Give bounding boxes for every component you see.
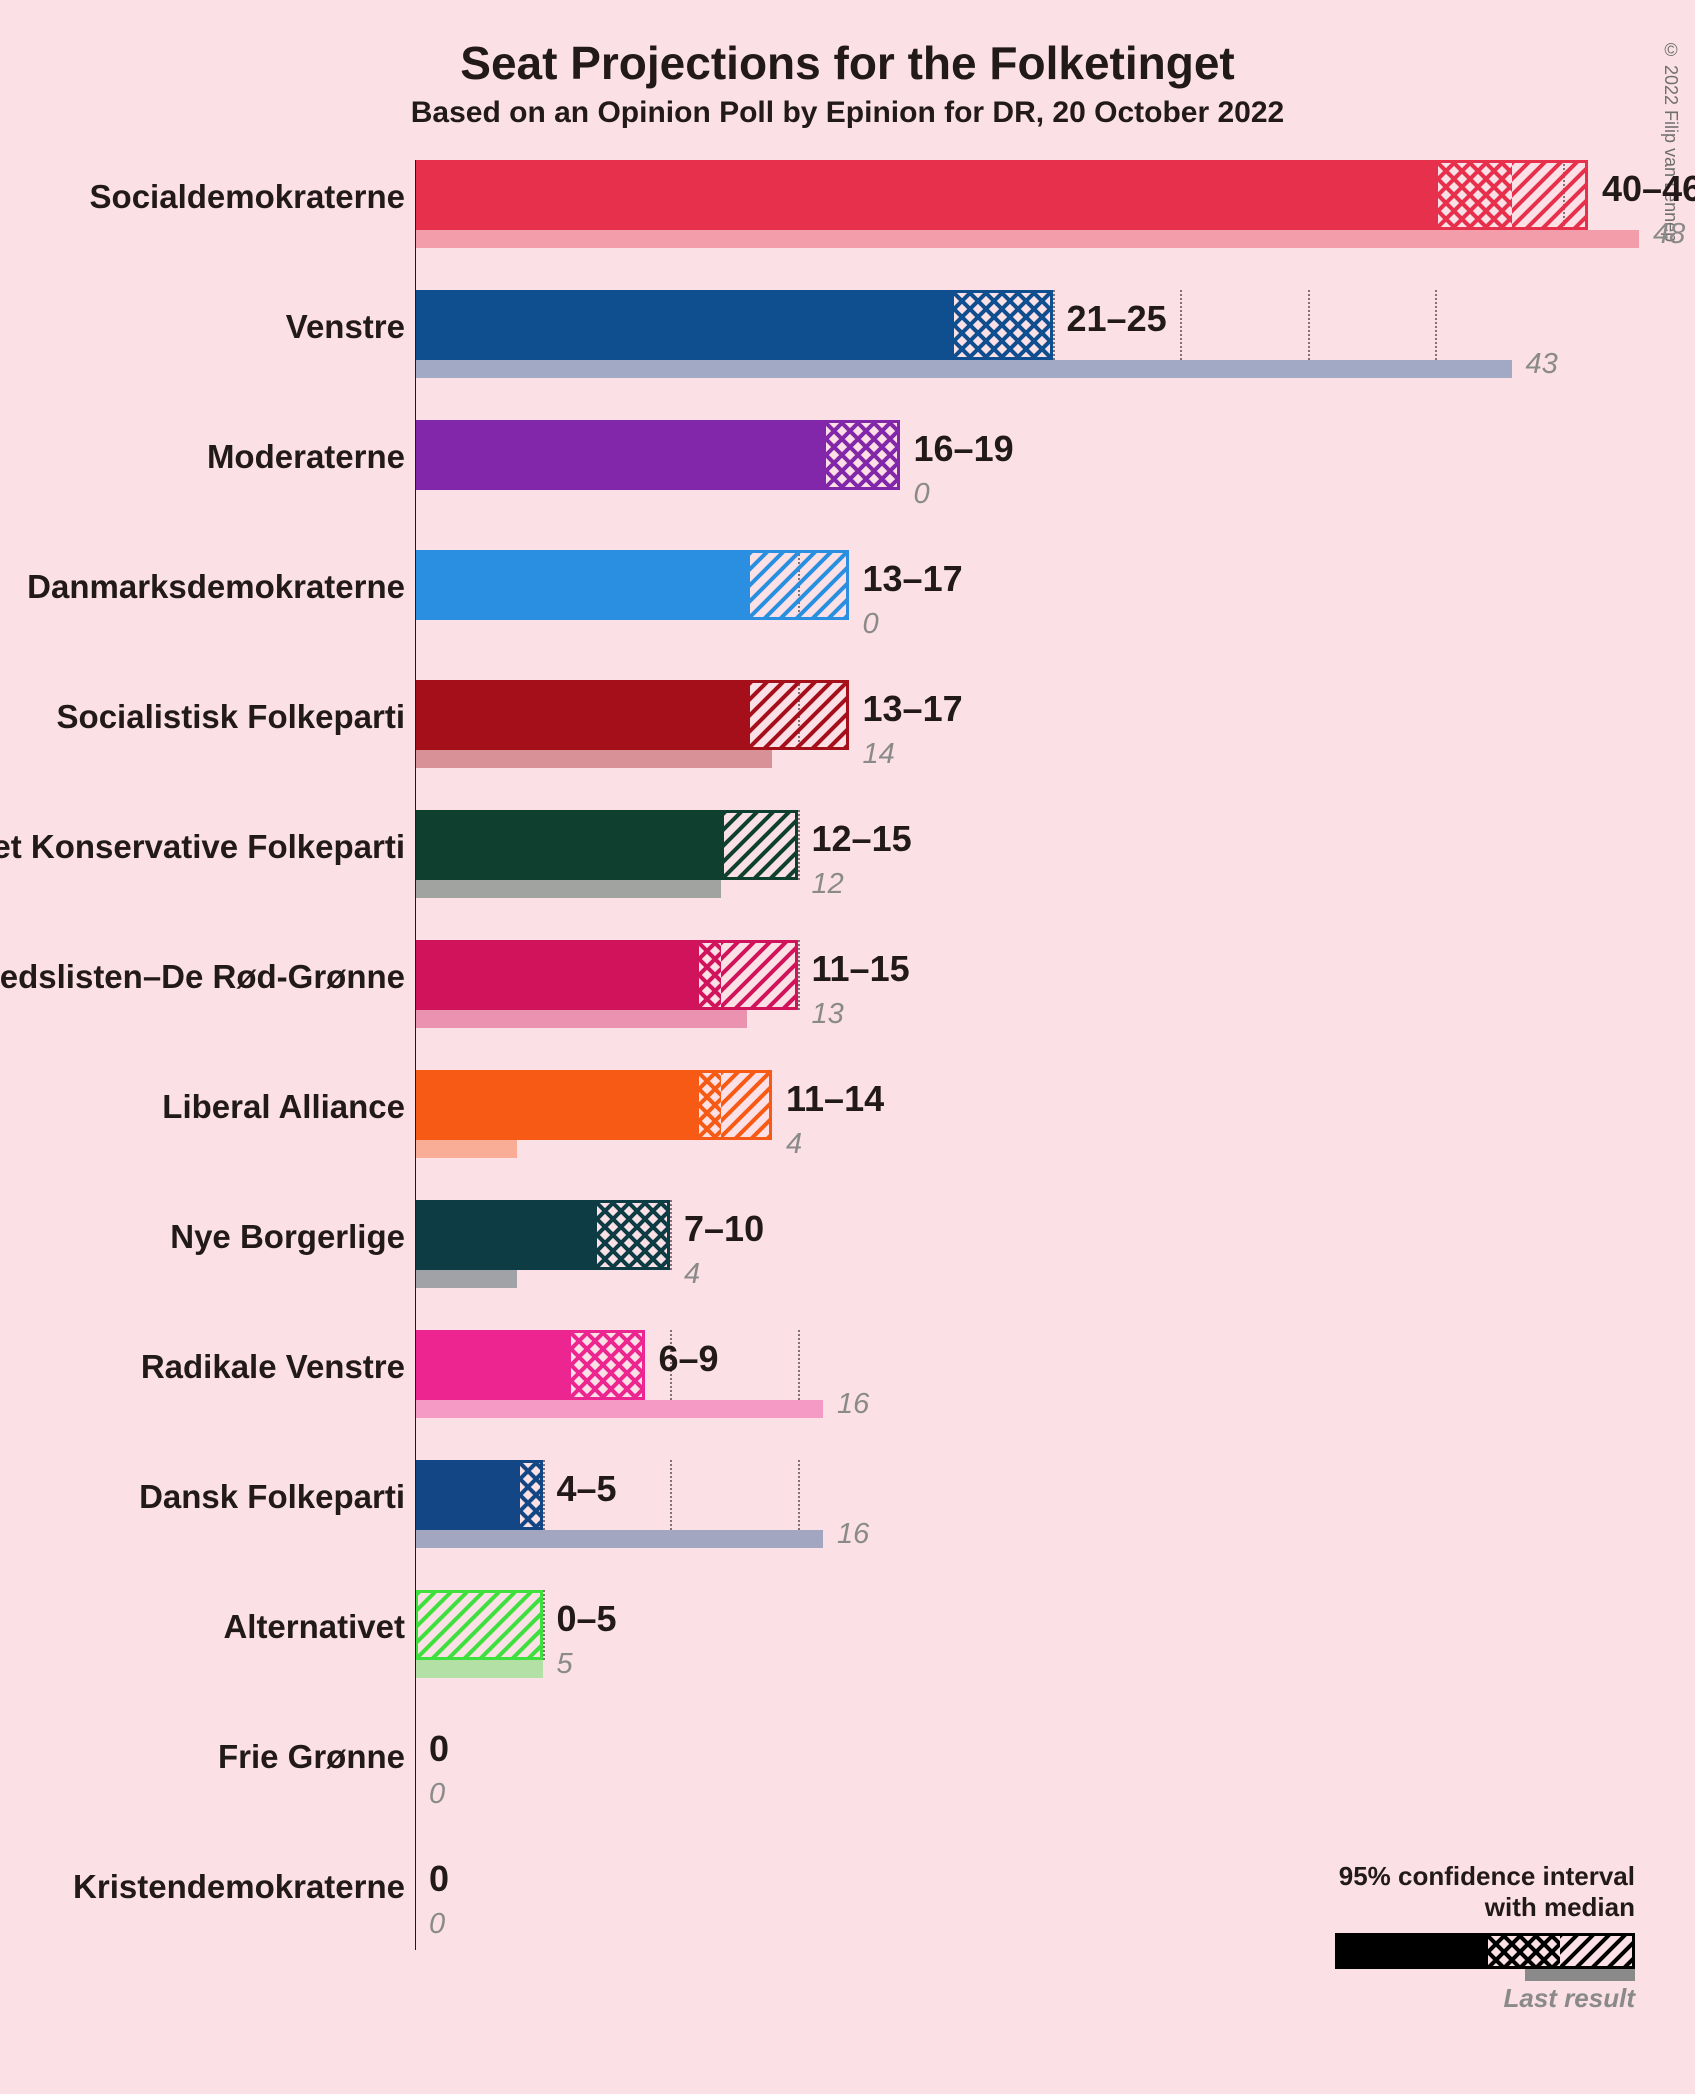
party-row: Enhedslisten–De Rød-Grønne 11–15 13 (0, 930, 1695, 1060)
last-result-label: 48 (1653, 218, 1685, 251)
last-result-label: 13 (812, 998, 844, 1031)
confidence-interval (747, 680, 849, 750)
last-result-label: 12 (812, 868, 844, 901)
party-label: Frie Grønne (218, 1738, 405, 1776)
confidence-interval (1435, 160, 1588, 230)
party-label: Dansk Folkeparti (139, 1478, 405, 1516)
last-result-bar (415, 1270, 517, 1288)
range-label: 13–17 (863, 688, 963, 730)
chart-area: Socialdemokraterne 40–46 48 Venstre 21–25 43 M… (0, 150, 1695, 2030)
party-row: Radikale Venstre 6–9 16 (0, 1320, 1695, 1450)
range-label: 0–5 (557, 1598, 617, 1640)
range-label: 0 (429, 1858, 449, 1900)
confidence-interval (696, 940, 798, 1010)
party-label: Alternativet (223, 1608, 405, 1646)
chart-title: Seat Projections for the Folketinget (0, 0, 1695, 90)
party-row: Nye Borgerlige 7–10 4 (0, 1190, 1695, 1320)
last-result-label: 5 (557, 1648, 573, 1681)
last-result-bar (415, 1530, 823, 1548)
last-result-label: 0 (429, 1908, 445, 1941)
last-result-bar (415, 1010, 747, 1028)
range-label: 21–25 (1067, 298, 1167, 340)
projection-bar (415, 290, 951, 360)
legend-bar (1335, 1933, 1635, 1983)
last-result-bar (415, 1660, 543, 1678)
projection-bar (415, 940, 696, 1010)
confidence-interval (721, 810, 798, 880)
range-label: 13–17 (863, 558, 963, 600)
last-result-label: 16 (837, 1518, 869, 1551)
party-row: Alternativet 0–5 5 (0, 1580, 1695, 1710)
party-row: Socialistisk Folkeparti 13–17 14 (0, 670, 1695, 800)
projection-bar (415, 1200, 594, 1270)
range-label: 7–10 (684, 1208, 764, 1250)
party-label: Socialdemokraterne (90, 178, 405, 216)
last-result-bar (415, 360, 1512, 378)
projection-bar (415, 160, 1435, 230)
party-label: Moderaterne (207, 438, 405, 476)
party-row: Venstre 21–25 43 (0, 280, 1695, 410)
projection-bar (415, 810, 721, 880)
confidence-interval (747, 550, 849, 620)
projection-bar (415, 1330, 568, 1400)
last-result-label: 0 (863, 608, 879, 641)
party-row: Socialdemokraterne 40–46 48 (0, 150, 1695, 280)
last-result-label: 16 (837, 1388, 869, 1421)
legend-ci-label-2: with median (1335, 1892, 1635, 1923)
projection-bar (415, 420, 823, 490)
party-label: Danmarksdemokraterne (27, 568, 405, 606)
last-result-label: 14 (863, 738, 895, 771)
projection-bar (415, 1070, 696, 1140)
confidence-interval (594, 1200, 671, 1270)
last-result-bar (415, 880, 721, 898)
party-label: Kristendemokraterne (73, 1868, 405, 1906)
last-result-label: 0 (914, 478, 930, 511)
range-label: 16–19 (914, 428, 1014, 470)
projection-bar (415, 680, 747, 750)
confidence-interval (951, 290, 1053, 360)
chart-subtitle: Based on an Opinion Poll by Epinion for … (0, 90, 1695, 130)
legend: 95% confidence interval with median Last… (1335, 1861, 1635, 2014)
party-row: Moderaterne 16–19 0 (0, 410, 1695, 540)
range-label: 12–15 (812, 818, 912, 860)
party-row: Liberal Alliance 11–14 4 (0, 1060, 1695, 1190)
confidence-interval (415, 1590, 543, 1660)
confidence-interval (568, 1330, 645, 1400)
party-label: Nye Borgerlige (170, 1218, 405, 1256)
last-result-bar (415, 1400, 823, 1418)
range-label: 11–14 (786, 1078, 884, 1120)
confidence-interval (696, 1070, 773, 1140)
legend-ci-label-1: 95% confidence interval (1335, 1861, 1635, 1892)
range-label: 6–9 (659, 1338, 719, 1380)
party-label: Venstre (286, 308, 405, 346)
last-result-label: 0 (429, 1778, 445, 1811)
confidence-interval (517, 1460, 543, 1530)
range-label: 40–46 (1602, 168, 1695, 210)
projection-bar (415, 550, 747, 620)
last-result-label: 43 (1526, 348, 1558, 381)
confidence-interval (823, 420, 900, 490)
range-label: 4–5 (557, 1468, 617, 1510)
party-label: Liberal Alliance (162, 1088, 405, 1126)
party-label: Enhedslisten–De Rød-Grønne (0, 958, 405, 996)
last-result-bar (415, 1140, 517, 1158)
legend-last-label: Last result (1335, 1983, 1635, 2014)
last-result-label: 4 (786, 1128, 802, 1161)
projection-bar (415, 1460, 517, 1530)
party-row: Dansk Folkeparti 4–5 16 (0, 1450, 1695, 1580)
last-result-bar (415, 230, 1639, 248)
party-label: Det Konservative Folkeparti (0, 828, 405, 866)
last-result-label: 4 (684, 1258, 700, 1291)
last-result-bar (415, 750, 772, 768)
party-label: Radikale Venstre (141, 1348, 405, 1386)
range-label: 11–15 (812, 948, 910, 990)
party-row: Frie Grønne 0 0 (0, 1710, 1695, 1840)
party-row: Danmarksdemokraterne 13–17 0 (0, 540, 1695, 670)
range-label: 0 (429, 1728, 449, 1770)
party-label: Socialistisk Folkeparti (57, 698, 405, 736)
party-row: Det Konservative Folkeparti 12–15 12 (0, 800, 1695, 930)
y-axis (415, 160, 416, 1950)
